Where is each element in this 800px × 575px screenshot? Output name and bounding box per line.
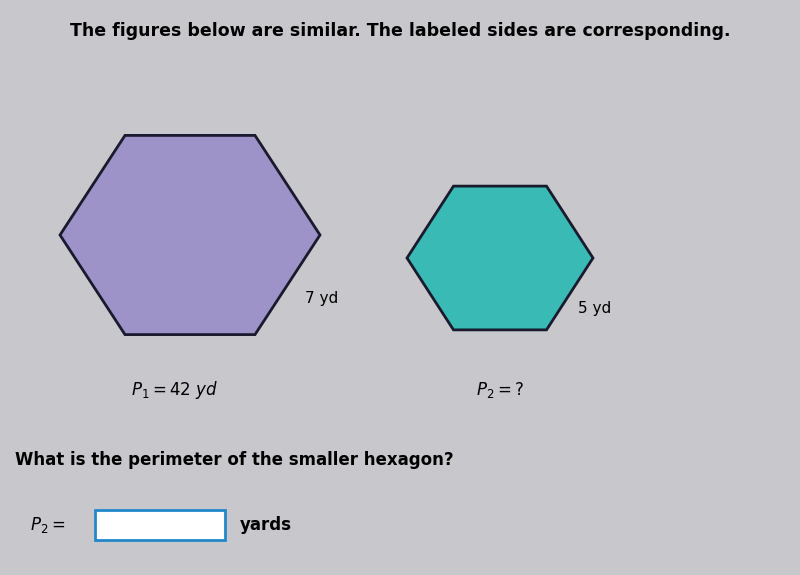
- Text: $P_2 = ?$: $P_2 = ?$: [476, 380, 524, 400]
- Text: $P_2 =$: $P_2 =$: [30, 515, 66, 535]
- Polygon shape: [60, 135, 320, 335]
- Text: 5 yd: 5 yd: [578, 301, 611, 316]
- Text: What is the perimeter of the smaller hexagon?: What is the perimeter of the smaller hex…: [15, 451, 454, 469]
- Bar: [95, 510, 225, 540]
- Text: yards: yards: [240, 516, 292, 534]
- Text: 7 yd: 7 yd: [305, 290, 338, 305]
- Polygon shape: [407, 186, 593, 330]
- Text: $P_1 = 42$ yd: $P_1 = 42$ yd: [131, 379, 218, 401]
- Text: The figures below are similar. The labeled sides are corresponding.: The figures below are similar. The label…: [70, 22, 730, 40]
